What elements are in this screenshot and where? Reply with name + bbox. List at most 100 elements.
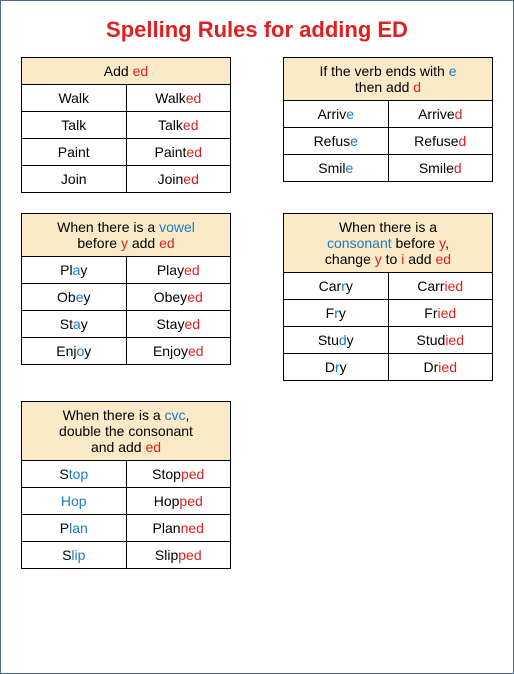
text-segment: ped bbox=[179, 493, 202, 509]
table-row: StudyStudied bbox=[284, 327, 493, 354]
word-ed: Talked bbox=[126, 112, 231, 139]
text-segment: Talk bbox=[158, 117, 183, 133]
text-segment: Dr bbox=[424, 359, 439, 375]
text-segment: St bbox=[60, 316, 73, 332]
word-base: Enjoy bbox=[22, 338, 127, 365]
table-row: SmileSmiled bbox=[284, 155, 493, 182]
table-header-row: When there is a cvc,double the consonant… bbox=[22, 402, 231, 461]
text-segment: Carr bbox=[417, 278, 444, 294]
text-segment: y bbox=[121, 235, 128, 251]
word-ed: Planned bbox=[126, 515, 231, 542]
row-2: When there is a vowelbefore y add edPlay… bbox=[21, 213, 493, 381]
text-segment: lip bbox=[71, 547, 85, 563]
text-segment: ed bbox=[133, 63, 149, 79]
text-segment: ied bbox=[438, 359, 457, 375]
text-segment: ed bbox=[184, 316, 200, 332]
word-ed: Obeyed bbox=[126, 284, 231, 311]
table-row: Carr y Carried bbox=[284, 273, 493, 300]
text-segment: ed bbox=[183, 117, 199, 133]
content-grid: Add edWalkWalkedTalkTalkedPaintPaintedJo… bbox=[21, 57, 493, 569]
table-row: PlanPlanned bbox=[22, 515, 231, 542]
word-ed: Joined bbox=[126, 166, 231, 193]
text-segment: add bbox=[128, 235, 159, 251]
text-segment: y bbox=[339, 305, 346, 321]
word-ed: Arrived bbox=[388, 101, 493, 128]
text-segment: y bbox=[346, 278, 353, 294]
text-segment: Hop bbox=[61, 493, 87, 509]
table-row: TalkTalked bbox=[22, 112, 231, 139]
text-segment: add bbox=[404, 251, 435, 267]
word-ed: Carried bbox=[388, 273, 493, 300]
text-segment: before bbox=[77, 235, 121, 251]
text-segment: a bbox=[73, 316, 81, 332]
text-segment: ed bbox=[186, 90, 202, 106]
text-segment: Arrive bbox=[418, 106, 455, 122]
row-1: Add edWalkWalkedTalkTalkedPaintPaintedJo… bbox=[21, 57, 493, 193]
text-segment: ied bbox=[438, 305, 457, 321]
text-segment: Arriv bbox=[317, 106, 346, 122]
table-header: When there is a vowelbefore y add ed bbox=[22, 214, 231, 257]
word-ed: Smiled bbox=[388, 155, 493, 182]
text-segment: When there is a bbox=[57, 219, 159, 235]
text-segment: consonant bbox=[327, 235, 392, 251]
table-header: When there is a cvc,double the consonant… bbox=[22, 402, 231, 461]
word-base: Play bbox=[22, 257, 127, 284]
word-ed: Enjoyed bbox=[126, 338, 231, 365]
text-segment: When there is a bbox=[339, 219, 437, 235]
text-segment: If the verb ends with bbox=[320, 63, 449, 79]
text-segment: S bbox=[59, 466, 68, 482]
text-segment: Hop bbox=[154, 493, 180, 509]
table-row: FryFried bbox=[284, 300, 493, 327]
text-segment: y bbox=[84, 343, 91, 359]
word-base: Join bbox=[22, 166, 127, 193]
text-segment: ed bbox=[183, 171, 199, 187]
word-base: Obey bbox=[22, 284, 127, 311]
text-segment: Obey bbox=[154, 289, 187, 305]
table-row: PaintPainted bbox=[22, 139, 231, 166]
text-segment: y bbox=[80, 262, 87, 278]
text-segment: d bbox=[454, 160, 462, 176]
table-row: DryDried bbox=[284, 354, 493, 381]
text-segment: ned bbox=[181, 520, 204, 536]
text-segment: d bbox=[413, 79, 421, 95]
text-segment: y bbox=[347, 332, 354, 348]
text-segment: e bbox=[350, 133, 358, 149]
word-base: Slip bbox=[22, 542, 127, 569]
text-segment: ed bbox=[184, 262, 200, 278]
word-base: Walk bbox=[22, 85, 127, 112]
word-ed: Painted bbox=[126, 139, 231, 166]
table-row: StayStayed bbox=[22, 311, 231, 338]
word-ed: Played bbox=[126, 257, 231, 284]
text-segment: ped bbox=[178, 547, 201, 563]
text-segment: e bbox=[449, 63, 457, 79]
text-segment: Walk bbox=[58, 90, 89, 106]
text-segment: Paint bbox=[155, 144, 187, 160]
word-ed: Walked bbox=[126, 85, 231, 112]
table-container: Add edWalkWalkedTalkTalkedPaintPaintedJo… bbox=[21, 57, 231, 193]
word-base: Study bbox=[284, 327, 389, 354]
text-segment: Talk bbox=[61, 117, 86, 133]
word-ed: Slipped bbox=[126, 542, 231, 569]
table-container: When there is aconsonant before y,change… bbox=[283, 213, 493, 381]
table-header-row: When there is aconsonant before y,change… bbox=[284, 214, 493, 273]
text-segment: before bbox=[392, 235, 439, 251]
text-segment: ied bbox=[445, 332, 464, 348]
text-segment: top bbox=[69, 466, 88, 482]
text-segment: Fr bbox=[424, 305, 437, 321]
text-segment: Stu bbox=[318, 332, 339, 348]
text-segment: y bbox=[81, 316, 88, 332]
text-segment: d bbox=[339, 332, 347, 348]
text-segment: Smile bbox=[419, 160, 454, 176]
word-base: Smile bbox=[284, 155, 389, 182]
text-segment: y bbox=[375, 251, 382, 267]
word-ed: Studied bbox=[388, 327, 493, 354]
page: Spelling Rules for adding ED Add edWalkW… bbox=[0, 0, 514, 674]
text-segment: then add bbox=[355, 79, 413, 95]
rule-table: When there is a cvc,double the consonant… bbox=[21, 401, 231, 569]
text-segment: lan bbox=[69, 520, 88, 536]
text-segment: d bbox=[455, 106, 463, 122]
table-header: If the verb ends with e then add d bbox=[284, 58, 493, 101]
text-segment: Play bbox=[157, 262, 184, 278]
text-segment: ped bbox=[181, 466, 204, 482]
table-row: ArriveArrived bbox=[284, 101, 493, 128]
